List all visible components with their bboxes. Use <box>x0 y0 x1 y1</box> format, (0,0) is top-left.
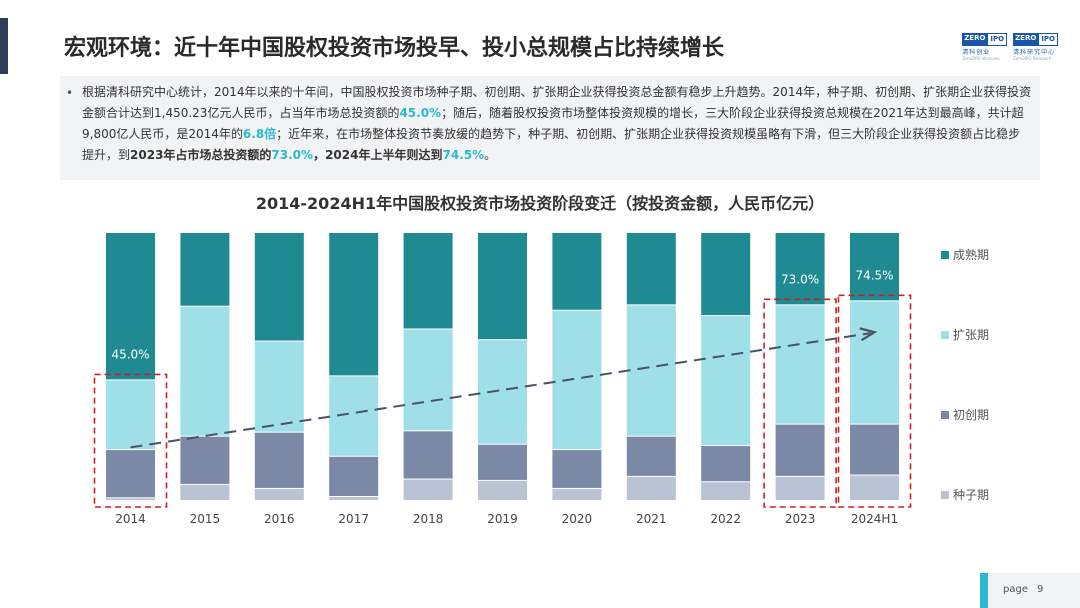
legend-label-初创期: 初创期 <box>953 408 989 422</box>
legend-swatch-成熟期 <box>941 251 949 259</box>
bar-2023-种子期 <box>775 476 825 500</box>
page-footer <box>980 573 1080 608</box>
x-tick-2024H1: 2024H1 <box>851 512 898 526</box>
bar-2024H1-成熟期 <box>850 233 899 301</box>
bar-2024H1-初创期 <box>850 424 899 475</box>
logos: ZERO IPO 清科创业 Zero2IPO Ventures ZERO IPO 清… <box>962 33 1058 61</box>
bullet: • <box>66 86 74 100</box>
bar-2018-种子期 <box>403 479 453 500</box>
x-tick-2014: 2014 <box>115 512 146 526</box>
bar-2020-成熟期 <box>552 233 602 310</box>
bar-2023-成熟期 <box>775 233 825 305</box>
bar-2018-成熟期 <box>403 233 453 329</box>
bar-2022-扩张期 <box>701 316 751 446</box>
page-accent <box>980 573 988 608</box>
bar-2020-扩张期 <box>552 310 602 450</box>
zero2ipo-research-logo: ZERO IPO 清科研究中心 Zero2IPO Research <box>1013 33 1058 61</box>
highlight-box-2023 <box>763 298 837 508</box>
x-tick-2015: 2015 <box>190 512 221 526</box>
bar-2017-成熟期 <box>329 233 379 376</box>
legend-swatch-种子期 <box>941 491 949 499</box>
bar-2019-种子期 <box>478 480 527 500</box>
bar-2016-成熟期 <box>254 233 304 341</box>
bar-2021-初创期 <box>626 436 676 476</box>
bar-2015-初创期 <box>180 436 230 484</box>
bar-2022-初创期 <box>701 446 751 482</box>
summary-text: 根据清科研究中心统计，2014年以来的十年间，中国股权投资市场种子期、初创期、扩… <box>82 85 1032 162</box>
legend-swatch-扩张期 <box>941 331 949 339</box>
bar-2023-扩张期 <box>775 305 825 424</box>
trend-arrow-head <box>859 327 878 342</box>
legend-label-成熟期: 成熟期 <box>953 247 989 262</box>
annotation-2024H1: 74.5% <box>855 268 893 282</box>
bar-2014-初创期 <box>106 450 155 498</box>
bar-2018-扩张期 <box>403 329 453 431</box>
x-tick-2021: 2021 <box>636 512 667 526</box>
highlight-box-2024H1 <box>837 294 912 508</box>
x-tick-2018: 2018 <box>413 512 444 526</box>
bar-2022-种子期 <box>701 482 751 500</box>
bar-2014-种子期 <box>106 498 155 500</box>
zero2ipo-ventures-logo: ZERO IPO 清科创业 Zero2IPO Ventures <box>962 33 1008 61</box>
chart-title: 2014-2024H1年中国股权投资市场投资阶段变迁（按投资金额，人民币亿元） <box>255 194 825 213</box>
bar-2018-初创期 <box>403 431 453 479</box>
bar-2015-扩张期 <box>180 306 230 436</box>
x-tick-2017: 2017 <box>338 512 369 526</box>
bar-2016-初创期 <box>254 432 304 488</box>
bar-2024H1-种子期 <box>850 475 899 500</box>
legend-swatch-初创期 <box>941 411 949 419</box>
bar-2022-成熟期 <box>701 233 751 316</box>
bar-2023-初创期 <box>775 424 825 476</box>
bar-2016-种子期 <box>254 488 304 500</box>
x-tick-2019: 2019 <box>487 512 518 526</box>
bar-2021-扩张期 <box>626 305 676 436</box>
page-title: 宏观环境：近十年中国股权投资市场投早、投小总规模占比持续增长 <box>64 36 725 61</box>
bar-2014-扩张期 <box>106 380 155 450</box>
trend-arrow-line <box>130 332 871 449</box>
x-tick-2022: 2022 <box>710 512 741 526</box>
x-tick-2016: 2016 <box>264 512 295 526</box>
bar-2017-扩张期 <box>329 376 379 456</box>
legend-label-种子期: 种子期 <box>953 488 989 502</box>
bar-2024H1-扩张期 <box>850 301 899 424</box>
left-accent-bar <box>0 18 8 74</box>
highlight-box-2014 <box>93 373 168 508</box>
bar-2019-初创期 <box>478 444 527 480</box>
page-label: page <box>1003 584 1028 595</box>
page-number: 9 <box>1037 584 1044 595</box>
x-tick-2020: 2020 <box>562 512 593 526</box>
annotation-2014: 45.0% <box>111 347 149 361</box>
summary-box: • 根据清科研究中心统计，2014年以来的十年间，中国股权投资市场种子期、初创期… <box>60 76 1040 180</box>
bar-2021-成熟期 <box>626 233 676 305</box>
bar-2016-扩张期 <box>254 341 304 432</box>
bar-2020-种子期 <box>552 488 602 500</box>
bar-2017-初创期 <box>329 456 379 496</box>
bar-2019-扩张期 <box>478 340 527 444</box>
bar-2015-成熟期 <box>180 233 230 306</box>
bar-2014-成熟期 <box>106 233 155 380</box>
bar-2015-种子期 <box>180 484 230 500</box>
x-tick-2023: 2023 <box>785 512 816 526</box>
annotation-2023: 73.0% <box>781 272 819 286</box>
bar-2020-初创期 <box>552 450 602 488</box>
bar-2019-成熟期 <box>478 233 527 340</box>
legend-label-扩张期: 扩张期 <box>953 328 989 342</box>
bar-2021-种子期 <box>626 476 676 500</box>
bar-2017-种子期 <box>329 496 379 500</box>
